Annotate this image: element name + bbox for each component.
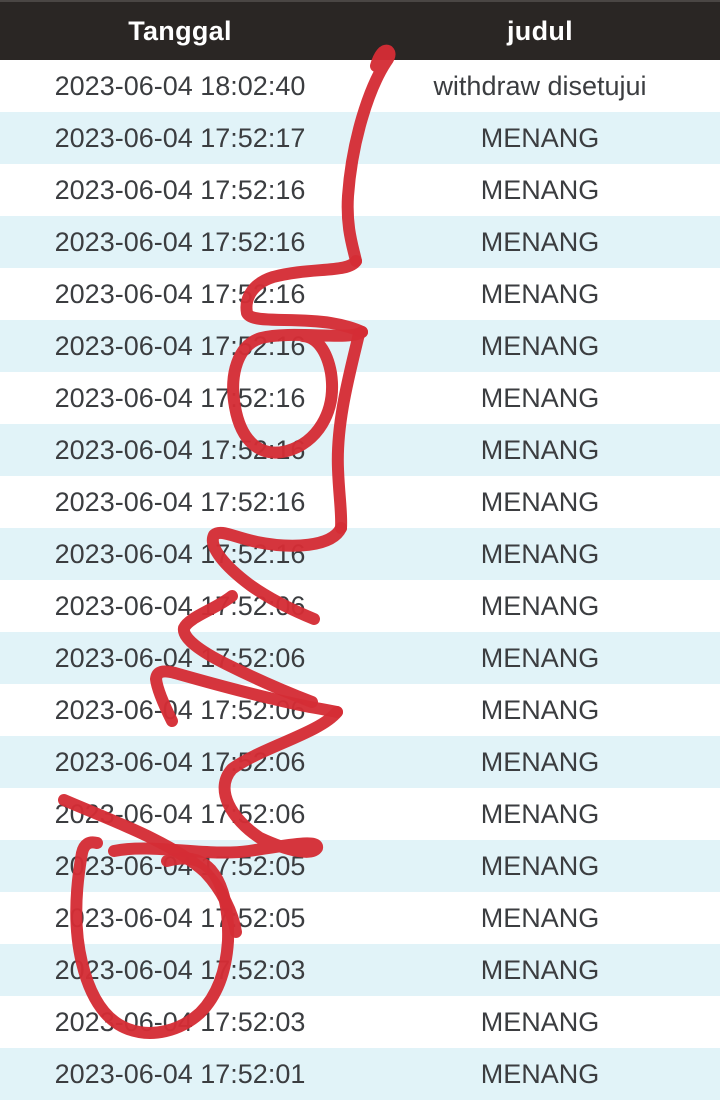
- cell-judul: MENANG: [480, 538, 600, 569]
- cell-judul: MENANG: [480, 278, 600, 309]
- cell-tanggal: 2023-06-04 17:52:16: [54, 382, 306, 413]
- cell-judul: MENANG: [480, 174, 600, 205]
- cell-tanggal: 2023-06-04 17:52:05: [54, 902, 306, 933]
- cell-judul: MENANG: [480, 746, 600, 777]
- cell-tanggal: 2023-06-04 17:52:16: [54, 538, 306, 569]
- cell-tanggal: 2023-06-04 17:52:06: [54, 798, 306, 829]
- column-header-tanggal: Tanggal: [128, 15, 232, 46]
- cell-tanggal: 2023-06-04 17:52:17: [54, 122, 306, 153]
- table-row: 2023-06-04 17:52:06 MENANG: [0, 632, 720, 684]
- cell-judul: MENANG: [480, 382, 600, 413]
- table-row: 2023-06-04 17:52:03 MENANG: [0, 944, 720, 996]
- cell-tanggal: 2023-06-04 17:52:06: [54, 746, 306, 777]
- column-header-judul: judul: [507, 15, 573, 46]
- table-row: 2023-06-04 17:52:03 MENANG: [0, 996, 720, 1048]
- cell-tanggal: 2023-06-04 17:52:06: [54, 642, 306, 673]
- table-row: 2023-06-04 17:52:16 MENANG: [0, 216, 720, 268]
- cell-tanggal: 2023-06-04 17:52:03: [54, 954, 306, 985]
- table-row: 2023-06-04 17:52:06 MENANG: [0, 684, 720, 736]
- cell-judul: MENANG: [480, 694, 600, 725]
- table-row: 2023-06-04 17:52:06 MENANG: [0, 580, 720, 632]
- cell-tanggal: 2023-06-04 17:52:06: [54, 694, 306, 725]
- table-row: 2023-06-04 17:52:01 MENANG: [0, 1048, 720, 1100]
- table-row: 2023-06-04 17:52:05 MENANG: [0, 840, 720, 892]
- cell-judul: MENANG: [480, 434, 600, 465]
- table-header-row: Tanggal judul: [0, 0, 720, 60]
- cell-judul: MENANG: [480, 1006, 600, 1037]
- table-row: 2023-06-04 17:52:06 MENANG: [0, 788, 720, 840]
- cell-judul: MENANG: [480, 590, 600, 621]
- cell-tanggal: 2023-06-04 17:52:05: [54, 850, 306, 881]
- cell-tanggal: 2023-06-04 17:52:16: [54, 434, 306, 465]
- table-row: 2023-06-04 18:02:40 withdraw disetujui: [0, 60, 720, 112]
- cell-judul: MENANG: [480, 642, 600, 673]
- table-row: 2023-06-04 17:52:16 MENANG: [0, 164, 720, 216]
- cell-tanggal: 2023-06-04 17:52:16: [54, 330, 306, 361]
- cell-judul: MENANG: [480, 902, 600, 933]
- cell-judul: MENANG: [480, 1058, 600, 1089]
- cell-tanggal: 2023-06-04 17:52:16: [54, 486, 306, 517]
- table-row: 2023-06-04 17:52:16 MENANG: [0, 476, 720, 528]
- table-row: 2023-06-04 17:52:05 MENANG: [0, 892, 720, 944]
- cell-judul: MENANG: [480, 954, 600, 985]
- cell-judul: MENANG: [480, 850, 600, 881]
- table-row: 2023-06-04 17:52:06 MENANG: [0, 736, 720, 788]
- table-body: 2023-06-04 18:02:40 withdraw disetujui 2…: [0, 60, 720, 1100]
- cell-judul: MENANG: [480, 486, 600, 517]
- cell-tanggal: 2023-06-04 17:52:16: [54, 174, 306, 205]
- table-row: 2023-06-04 17:52:16 MENANG: [0, 268, 720, 320]
- cell-tanggal: 2023-06-04 17:52:16: [54, 278, 306, 309]
- table-row: 2023-06-04 17:52:16 MENANG: [0, 424, 720, 476]
- cell-tanggal: 2023-06-04 17:52:01: [54, 1058, 306, 1089]
- cell-tanggal: 2023-06-04 17:52:16: [54, 226, 306, 257]
- cell-judul: MENANG: [480, 798, 600, 829]
- cell-judul: MENANG: [480, 122, 600, 153]
- cell-judul: MENANG: [480, 330, 600, 361]
- cell-judul: MENANG: [480, 226, 600, 257]
- cell-judul: withdraw disetujui: [433, 70, 647, 101]
- cell-tanggal: 2023-06-04 17:52:06: [54, 590, 306, 621]
- table-row: 2023-06-04 17:52:17 MENANG: [0, 112, 720, 164]
- table-row: 2023-06-04 17:52:16 MENANG: [0, 320, 720, 372]
- table-row: 2023-06-04 17:52:16 MENANG: [0, 528, 720, 580]
- cell-tanggal: 2023-06-04 17:52:03: [54, 1006, 306, 1037]
- cell-tanggal: 2023-06-04 18:02:40: [54, 70, 306, 101]
- table-row: 2023-06-04 17:52:16 MENANG: [0, 372, 720, 424]
